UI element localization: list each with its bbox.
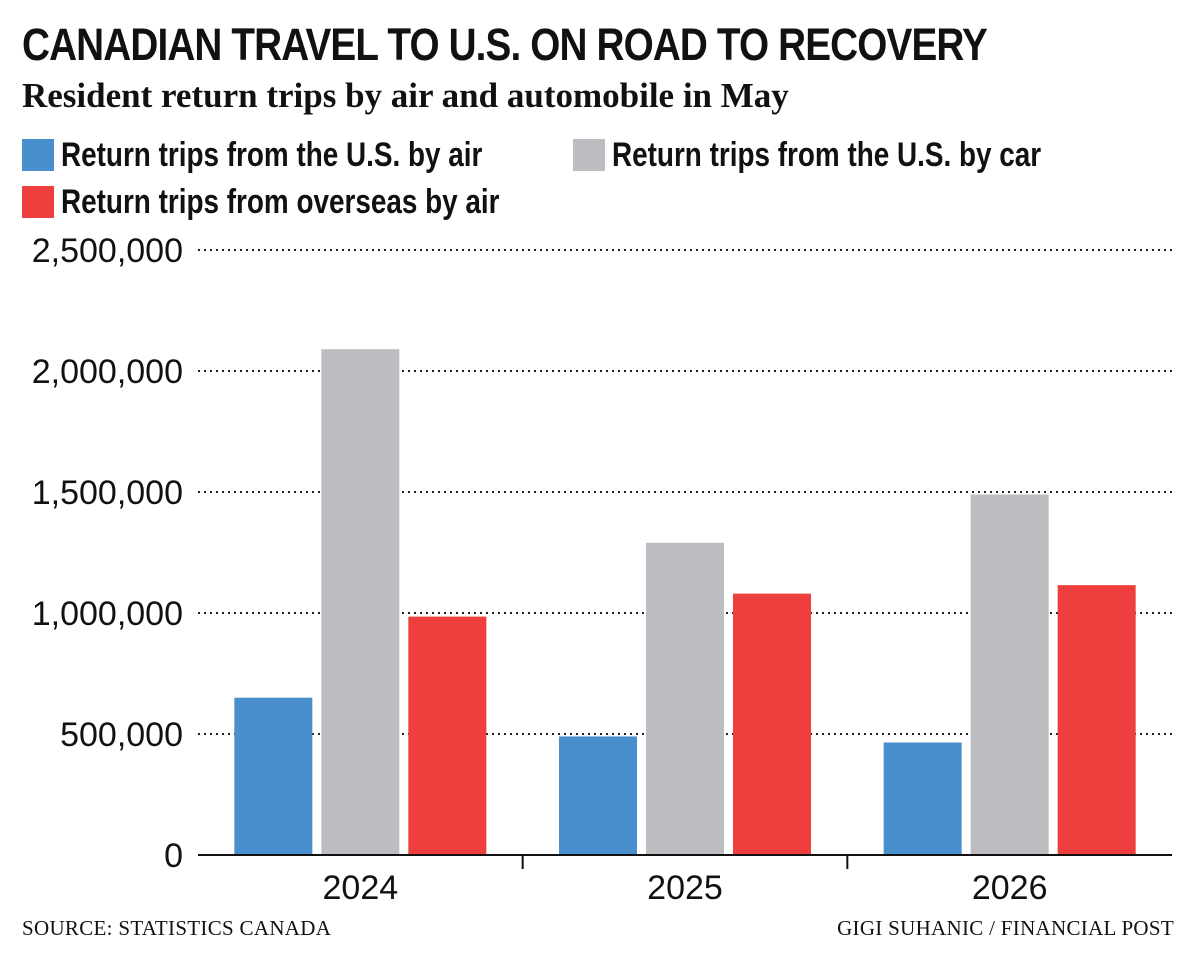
bar-2026-series-1 [883, 742, 962, 855]
bar-2024-series-2 [321, 349, 400, 855]
x-tick-label-2024: 2024 [323, 869, 399, 907]
y-tick-label-1000000: 1,000,000 [32, 595, 183, 633]
x-tick-label-2026: 2026 [972, 869, 1048, 907]
y-tick-label-1500000: 1,500,000 [32, 474, 183, 512]
legend-swatch-us-car [573, 139, 605, 171]
credit-note: GIGI SUHANIC / FINANCIAL POST [837, 916, 1174, 940]
legend-item-us-air: Return trips from the U.S. by air [22, 138, 575, 172]
legend-swatch-us-air [22, 139, 54, 171]
legend-label-overseas-air: Return trips from overseas by air [61, 183, 500, 221]
bar-2025-series-2 [646, 542, 724, 855]
legend-label-us-air: Return trips from the U.S. by air [61, 136, 483, 174]
bar-2026-series-2 [970, 494, 1049, 855]
legend: Return trips from the U.S. by air Return… [22, 130, 1182, 230]
legend-item-overseas-air: Return trips from overseas by air [22, 185, 596, 219]
y-tick-label-2000000: 2,000,000 [32, 353, 183, 391]
source-note: SOURCE: STATISTICS CANADA [22, 916, 332, 940]
bar-2025-series-1 [559, 736, 637, 855]
y-tick-label-500000: 500,000 [60, 716, 183, 754]
legend-swatch-overseas-air [22, 186, 54, 218]
legend-item-us-car: Return trips from the U.S. by car [573, 138, 1135, 172]
x-tick-label-2025: 2025 [647, 869, 723, 907]
bar-2024-series-1 [234, 697, 313, 855]
bar-2025-series-3 [733, 593, 811, 855]
bar-2026-series-3 [1057, 585, 1136, 855]
y-tick-label-0: 0 [164, 837, 183, 875]
chart-title: CANADIAN TRAVEL TO U.S. ON ROAD TO RECOV… [22, 19, 988, 70]
legend-label-us-car: Return trips from the U.S. by car [612, 136, 1042, 174]
bar-2024-series-3 [408, 616, 487, 855]
chart-subtitle: Resident return trips by air and automob… [22, 76, 789, 115]
y-tick-label-2500000: 2,500,000 [32, 232, 183, 270]
